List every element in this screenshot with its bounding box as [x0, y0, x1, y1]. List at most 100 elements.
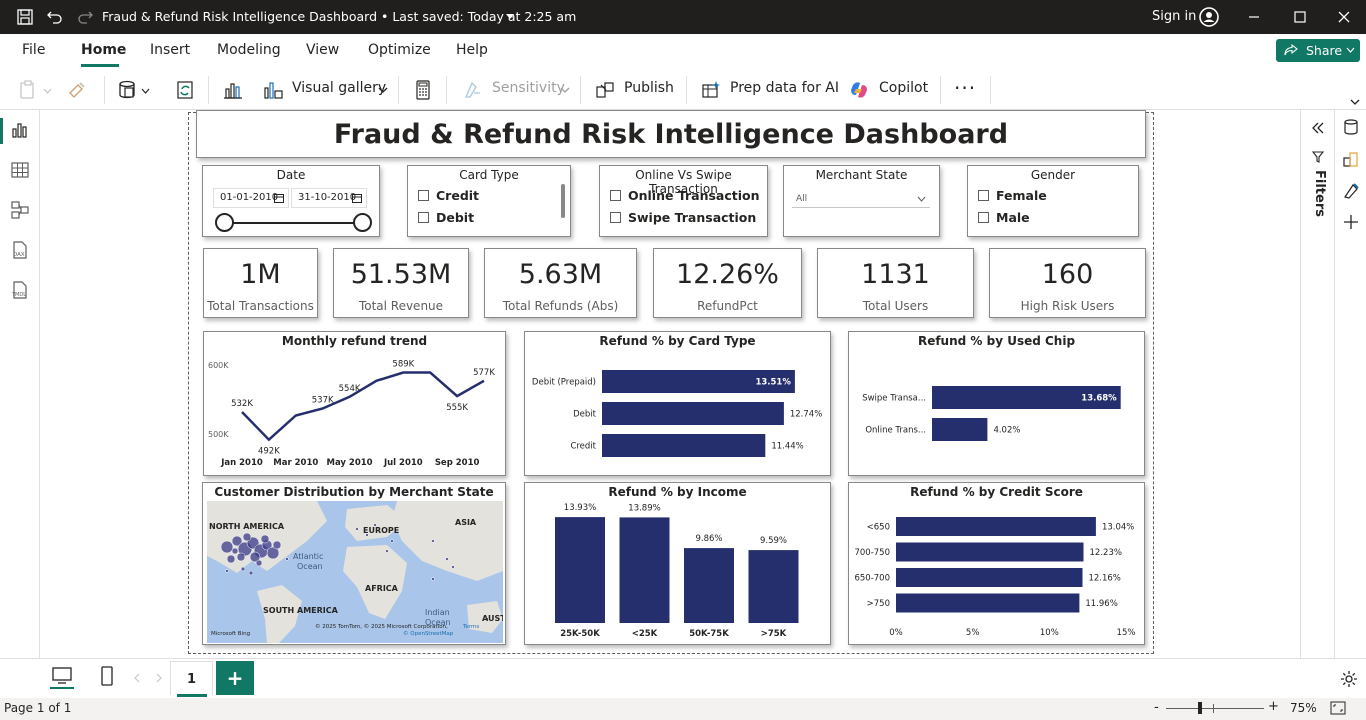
mobile-layout-icon[interactable] [101, 666, 113, 686]
card-type-debit-checkbox[interactable]: Debit [418, 210, 474, 225]
date-from-field[interactable]: 01-01-2010 [213, 188, 289, 208]
prep-data-icon[interactable] [700, 79, 722, 101]
sign-in-link[interactable]: Sign in [1152, 9, 1197, 24]
menu-optimize[interactable]: Optimize [368, 42, 431, 58]
dax-query-view-icon[interactable]: DAX [10, 240, 30, 260]
previous-page-icon[interactable] [134, 673, 140, 683]
desktop-layout-icon[interactable] [52, 667, 72, 685]
gender-female-checkbox[interactable]: Female [978, 188, 1047, 203]
next-page-icon[interactable] [156, 673, 162, 683]
data-label: 9.59% [760, 536, 787, 546]
visual-gallery-button[interactable]: Visual gallery [292, 80, 387, 96]
menu-file[interactable]: File [22, 42, 46, 58]
save-icon[interactable] [16, 8, 34, 26]
calendar-icon[interactable] [274, 193, 284, 203]
kpi-label: RefundPct [697, 299, 758, 313]
menu-help[interactable]: Help [456, 42, 488, 58]
monthly-refund-trend-chart[interactable]: Monthly refund trend 600K 500K 532K 492K 537… [203, 331, 506, 476]
undo-icon[interactable] [46, 8, 64, 26]
date-slicer-title: Date [276, 168, 306, 182]
fit-to-page-icon[interactable] [1330, 701, 1346, 715]
data-label: 12.23% [1090, 548, 1122, 558]
map-label: SOUTH AMERICA [263, 606, 339, 615]
date-slicer[interactable]: Date 01-01-2010 31-10-2010 [202, 165, 380, 237]
maximize-icon[interactable] [1294, 11, 1306, 23]
online-transaction-checkbox[interactable]: Online Transaction [610, 188, 760, 203]
zoom-slider-thumb[interactable] [1198, 702, 1202, 714]
x-tick-label: 10% [1040, 628, 1059, 638]
menu-insert[interactable]: Insert [150, 42, 191, 58]
gender-male-checkbox[interactable]: Male [978, 210, 1030, 225]
refresh-icon[interactable] [174, 79, 196, 101]
map-terms-link[interactable]: Terms [462, 624, 479, 630]
publish-icon[interactable] [594, 79, 616, 101]
svg-text:TMDL: TMDL [11, 292, 26, 298]
add-pane-icon[interactable] [1343, 214, 1359, 230]
view-switcher: DAX TMDL [0, 110, 40, 658]
menu-modeling[interactable]: Modeling [217, 42, 281, 58]
map-osm-link[interactable]: © OpenStreetMap [403, 630, 454, 637]
collapse-ribbon-icon[interactable] [1350, 99, 1360, 106]
world-map[interactable]: NORTH AMERICA EUROPE ASIA Atlantic Ocean… [207, 501, 503, 643]
expand-filters-icon[interactable] [1311, 122, 1325, 134]
kpi-value: 12.26% [676, 259, 779, 290]
card-type-scrollbar[interactable] [561, 184, 565, 218]
refund-by-used-chip-chart[interactable]: Refund % by Used Chip Swipe Transa... 13.… [848, 331, 1145, 476]
visual-gallery-dropdown-icon[interactable] [378, 87, 388, 94]
active-tab-indicator [81, 64, 119, 67]
get-data-dropdown-icon[interactable] [141, 88, 150, 95]
new-visual-icon[interactable] [222, 79, 244, 101]
menu-home[interactable]: Home [81, 42, 127, 58]
bar [896, 568, 1083, 587]
settings-icon[interactable] [1340, 670, 1358, 688]
map-label: NORTH AMERICA [209, 522, 285, 531]
customer-distribution-map[interactable]: Customer Distribution by Merchant State … [202, 482, 506, 645]
date-to-field[interactable]: 31-10-2010 [291, 188, 367, 208]
title-dropdown-icon[interactable] [505, 13, 515, 21]
get-data-icon[interactable] [116, 79, 138, 101]
format-pane-icon[interactable] [1342, 182, 1360, 200]
zoom-level[interactable]: 75% [1290, 701, 1317, 715]
table-view-icon[interactable] [10, 160, 30, 180]
visualizations-pane-icon[interactable] [1342, 150, 1360, 168]
menu-view[interactable]: View [306, 42, 340, 58]
model-view-icon[interactable] [10, 200, 30, 220]
zoom-in-button[interactable]: + [1268, 699, 1279, 714]
paste-icon[interactable] [18, 79, 40, 101]
refund-by-card-type-chart[interactable]: Refund % by Card Type Debit (Prepaid) 13.… [524, 331, 831, 476]
date-range-end-handle[interactable] [353, 213, 372, 232]
share-button[interactable]: Share [1276, 39, 1360, 62]
report-view-icon[interactable] [10, 120, 30, 140]
category-label: 50K-75K [689, 629, 729, 639]
refund-by-income-chart[interactable]: Refund % by Income 13.93% 25K-50K 13.89% <2… [524, 482, 831, 645]
minimize-icon[interactable] [1248, 12, 1260, 22]
merchant-state-dropdown[interactable]: All [792, 190, 930, 208]
close-icon[interactable] [1338, 11, 1350, 23]
calculator-icon[interactable] [412, 79, 434, 101]
add-page-button[interactable]: + [216, 661, 254, 695]
swipe-transaction-checkbox[interactable]: Swipe Transaction [610, 210, 756, 225]
format-painter-icon[interactable] [66, 79, 88, 101]
copilot-button[interactable]: Copilot [879, 80, 929, 96]
calendar-icon[interactable] [352, 193, 362, 203]
tmdl-view-icon[interactable]: TMDL [10, 280, 30, 300]
paste-dropdown-icon[interactable] [43, 88, 52, 95]
zoom-slider-track[interactable] [1166, 708, 1264, 709]
account-icon[interactable] [1199, 7, 1219, 27]
prep-data-button[interactable]: Prep data for AI [730, 80, 839, 96]
page-tab-1[interactable]: 1 [170, 661, 213, 697]
redo-icon[interactable] [76, 8, 94, 26]
date-range-start-handle[interactable] [215, 213, 234, 232]
card-type-credit-checkbox[interactable]: Credit [418, 188, 479, 203]
data-pane-icon[interactable] [1342, 118, 1360, 136]
more-options-button[interactable]: ··· [954, 76, 977, 100]
category-label: 25K-50K [560, 629, 600, 639]
copilot-icon[interactable] [848, 79, 870, 101]
visual-gallery-icon[interactable] [262, 79, 284, 101]
chart-title: Refund % by Used Chip [917, 334, 1076, 348]
publish-button[interactable]: Publish [624, 80, 674, 96]
zoom-out-button[interactable]: - [1154, 700, 1159, 715]
refund-by-credit-score-chart[interactable]: Refund % by Credit Score <650 13.04% 700-7… [848, 482, 1145, 645]
data-label: 492K [258, 447, 280, 457]
filters-pane-collapsed[interactable]: Filters [1300, 110, 1334, 658]
